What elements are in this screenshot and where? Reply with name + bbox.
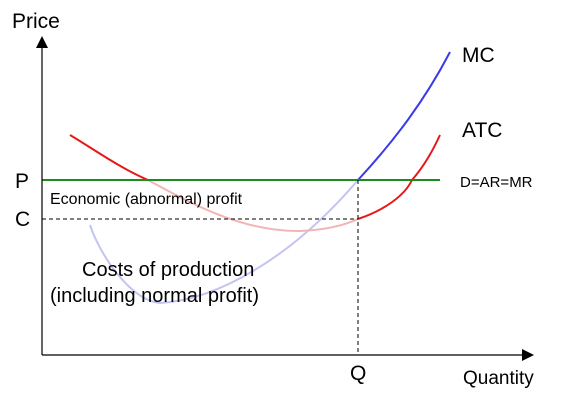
- mc-curve: [357, 51, 451, 181]
- mc-curve-faded: [89, 179, 359, 305]
- cost-level-label: C: [15, 208, 30, 231]
- quantity-level-label: Q: [350, 362, 366, 385]
- atc-label: ATC: [462, 119, 502, 142]
- price-level-label: P: [15, 170, 29, 193]
- atc-curve-right: [357, 134, 441, 220]
- costs-region-label-line2: (including normal profit): [50, 285, 259, 307]
- demand-label: D=AR=MR: [460, 174, 533, 191]
- costs-region-label-line1: Costs of production: [82, 259, 254, 281]
- mc-label: MC: [462, 44, 495, 67]
- profit-region-label: Economic (abnormal) profit: [50, 191, 243, 208]
- y-axis-label: Price: [12, 10, 60, 33]
- atc-curve-faded: [147, 179, 359, 233]
- atc-curve-left: [69, 134, 149, 181]
- x-axis-label: Quantity: [463, 368, 534, 389]
